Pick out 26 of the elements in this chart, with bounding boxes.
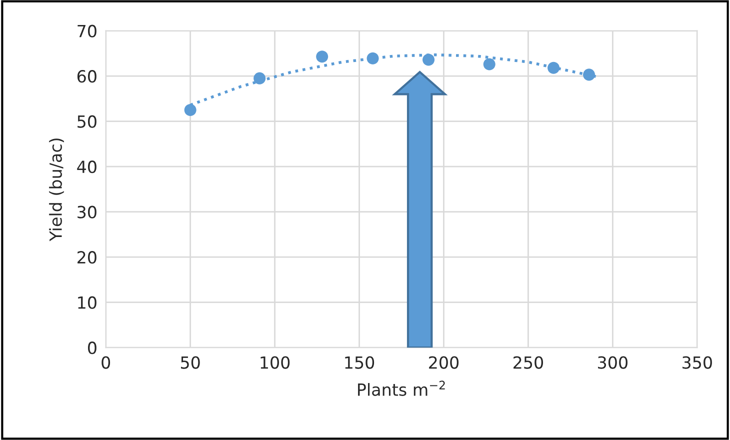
point (316, 50, 328, 63)
y-tick-label: 0 (88, 342, 96, 354)
point (548, 62, 560, 74)
point (583, 68, 596, 81)
x-tick-label: 0 (102, 356, 110, 369)
y-tick-label: 20 (78, 251, 96, 264)
y-tick-label: 70 (78, 24, 96, 38)
y-tick-label: 60 (77, 70, 96, 83)
x-tick-label: 350 (682, 356, 712, 369)
x-tick-label: 100 (260, 356, 290, 369)
x-tick-label: 250 (514, 356, 544, 369)
y-axis-title: Yield (bu/ac) (49, 138, 64, 242)
y-tick-label: 40 (77, 160, 96, 174)
x-tick-label: 150 (345, 356, 374, 369)
y-tick-label: 10 (78, 296, 96, 309)
x-axis-title: Plants m$^{−2}$ (358, 380, 445, 396)
y-tick-label: 30 (78, 206, 96, 218)
point (366, 52, 379, 64)
x-tick-label: 200 (429, 356, 459, 369)
point (184, 104, 196, 116)
point (483, 58, 496, 70)
x-tick-label: 50 (181, 356, 200, 369)
point (422, 54, 435, 66)
x-tick-label: 300 (598, 356, 628, 369)
y-tick-label: 50 (78, 115, 96, 128)
point (254, 72, 266, 84)
